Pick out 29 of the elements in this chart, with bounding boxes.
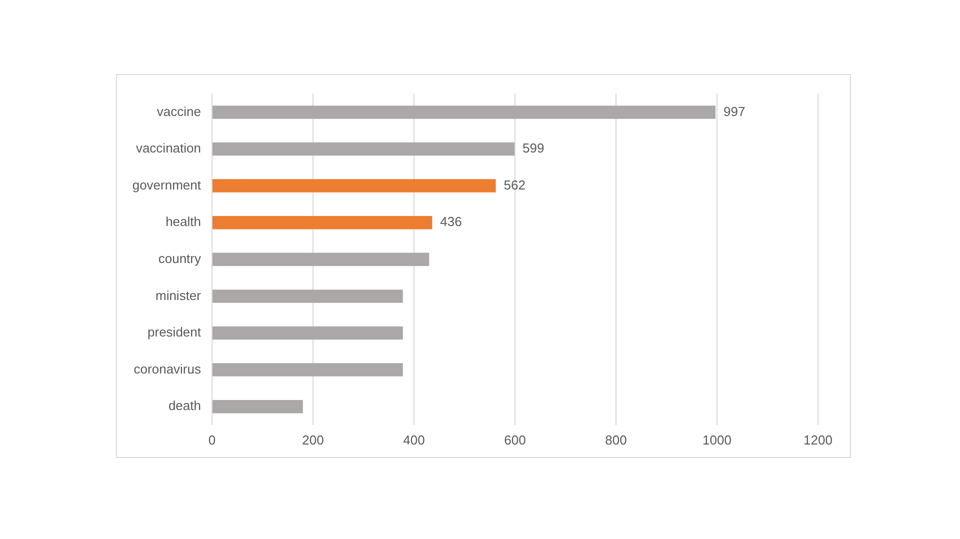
y-tick-label: country — [158, 250, 202, 266]
x-tick-label: 1000 — [702, 432, 732, 448]
bar — [212, 216, 432, 230]
bar — [212, 252, 430, 266]
bar — [212, 290, 403, 303]
x-tick-label: 200 — [302, 432, 324, 448]
y-tick-label: government — [132, 177, 202, 192]
bar — [212, 326, 403, 340]
y-tick-label: president — [148, 324, 202, 340]
bar — [212, 400, 303, 414]
bar — [212, 142, 514, 156]
y-tick-label: vaccination — [136, 140, 201, 156]
x-tick-label: 800 — [605, 432, 627, 448]
x-tick-label: 600 — [504, 432, 526, 448]
bar — [212, 363, 403, 376]
bar — [212, 106, 716, 119]
data-label: 562 — [504, 177, 526, 192]
data-label: 436 — [440, 214, 462, 230]
x-tick-label: 400 — [403, 432, 425, 448]
y-tick-label: vaccine — [156, 104, 201, 119]
x-tick-label: 0 — [208, 432, 216, 448]
data-label: 997 — [723, 104, 746, 119]
y-tick-label: minister — [155, 288, 202, 303]
x-tick-label: 1200 — [804, 432, 832, 448]
y-tick-label: coronavirus — [134, 361, 202, 376]
bar — [212, 179, 496, 192]
data-label: 599 — [522, 140, 544, 156]
y-tick-label: death — [168, 398, 201, 414]
y-tick-label: health — [166, 214, 201, 230]
